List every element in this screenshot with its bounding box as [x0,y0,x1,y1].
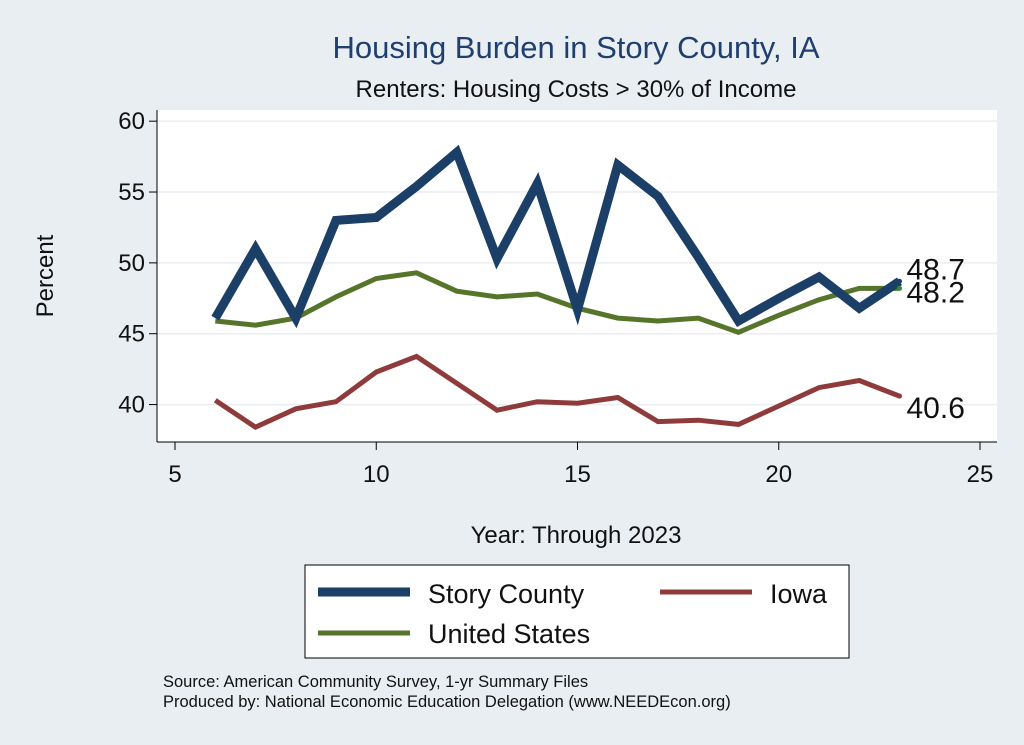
legend-box [304,564,850,659]
x-tick-label-5: 5 [168,461,181,488]
series-layer [211,144,903,431]
x-tick-label-10: 10 [363,461,390,488]
x-tick-label-15: 15 [564,461,591,488]
end-label-united-states: 48.2 [907,276,965,309]
x-tick-label-25: 25 [967,461,994,488]
y-tick-label-40: 40 [118,392,145,419]
y-tick-label-50: 50 [118,250,145,277]
y-tick-label-45: 45 [118,321,145,348]
plot-area [157,110,997,442]
legend-label-iowa: Iowa [770,579,828,609]
legend: Story County Iowa United States [304,564,850,659]
chart-subtitle: Renters: Housing Costs > 30% of Income [356,76,797,103]
axes: 40 45 50 55 60 5 10 15 20 25 [118,108,997,488]
series-line-united-states [215,270,900,335]
source-note: Source: American Community Survey, 1-yr … [163,673,588,691]
chart-title: Housing Burden in Story County, IA [332,30,819,65]
x-axis-label: Year: Through 2023 [471,522,682,549]
produced-by-note: Produced by: National Economic Education… [163,693,731,711]
end-marker-united-states [897,285,902,291]
series-line-iowa [213,353,901,431]
grid-lines [157,120,997,406]
series-line-story-county [211,144,903,329]
y-axis-label: Percent [32,234,59,317]
end-marker-iowa [897,393,902,399]
x-tick-label-20: 20 [765,461,792,488]
end-labels: 48.7 40.6 48.2 [897,253,965,425]
end-marker-story-county [897,278,902,284]
legend-label-united-states: United States [428,619,590,649]
end-label-iowa: 40.6 [907,392,965,425]
end-label-story-county: 48.7 [907,253,965,286]
y-tick-label-55: 55 [118,179,145,206]
y-tick-label-60: 60 [118,108,145,135]
legend-label-story-county: Story County [428,579,585,609]
